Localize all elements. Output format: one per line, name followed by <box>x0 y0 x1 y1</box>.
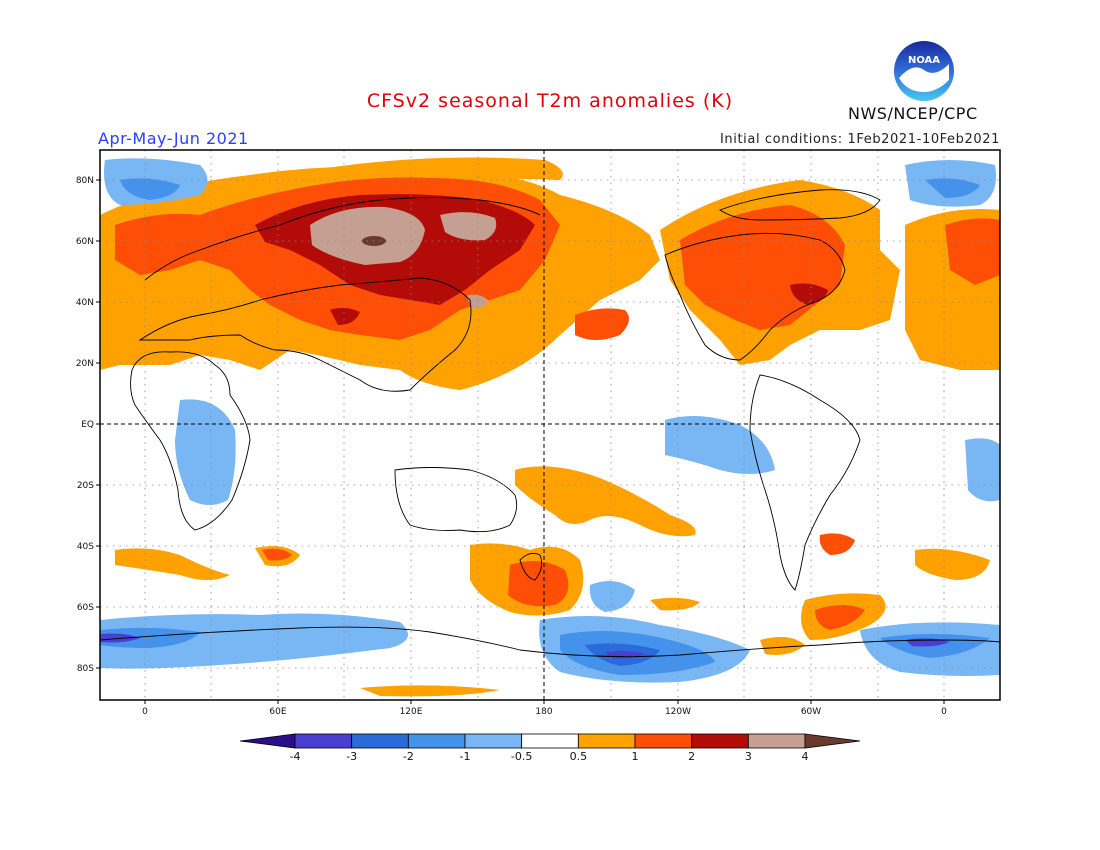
warm-anomaly-region <box>815 605 865 630</box>
colorbar-swatch <box>407 733 466 749</box>
warm-anomaly-region <box>515 466 696 537</box>
longitude-labels: 0 60E 120E 180 120W 60W 0 <box>142 700 947 717</box>
colorbar-level-label: -4 <box>290 750 301 763</box>
colorbar-swatch <box>464 733 523 749</box>
lon-tick-label: 0 <box>941 707 947 717</box>
colorbar-swatch <box>577 733 636 749</box>
cold-anomaly-region <box>120 178 180 200</box>
svg-text:NOAA: NOAA <box>908 55 940 66</box>
cold-anomaly-region <box>175 399 236 505</box>
colorbar-level-label: 1 <box>632 750 639 763</box>
lat-tick-label: 80N <box>76 176 94 186</box>
colorbar-swatch <box>634 733 693 749</box>
lat-tick-label: 80S <box>77 664 94 674</box>
colorbar-arrow-low <box>239 733 296 749</box>
colorbar-swatch <box>294 733 353 749</box>
lon-tick-label: 120E <box>400 707 423 717</box>
warm-anomaly-region <box>575 308 629 340</box>
warm-anomaly-region <box>360 685 500 697</box>
warm-anomaly-region <box>945 218 1000 285</box>
warm-anomaly-region <box>115 548 230 580</box>
coastlines <box>100 189 1000 658</box>
colorbar-arrow-high <box>804 733 861 749</box>
noaa-logo-icon: NOAA <box>894 41 954 101</box>
warm-anomaly-region <box>915 548 990 580</box>
lat-tick-label: 20S <box>77 481 94 491</box>
cold-anomaly-region <box>665 416 775 474</box>
colorbar-level-label: 4 <box>802 750 809 763</box>
graticule <box>100 150 1000 700</box>
warm-anomaly-region <box>819 533 855 555</box>
agency-label: NWS/NCEP/CPC <box>848 104 978 123</box>
latitude-labels: 80N 60N 40N 20N EQ 20S 40S 60S 80S <box>76 176 100 674</box>
warm-anomaly-region <box>790 283 828 305</box>
warm-anomaly-region <box>260 157 563 190</box>
lat-tick-label: 40N <box>76 298 94 308</box>
warm-anomaly-region <box>760 636 805 655</box>
map-frame <box>99 149 1001 701</box>
colorbar: -4 -3 -2 -1 -0.5 0.5 1 2 3 4 <box>239 733 861 763</box>
warm-anomaly-region <box>310 206 425 265</box>
colorbar-level-label: 2 <box>688 750 695 763</box>
lon-tick-label: 120W <box>665 707 691 717</box>
colorbar-level-label: -2 <box>403 750 414 763</box>
colorbar-level-label: 0.5 <box>570 750 588 763</box>
lat-tick-label: 20N <box>76 359 94 369</box>
chart-title: CFSv2 seasonal T2m anomalies (K) <box>366 90 734 112</box>
warm-anomaly-region <box>440 212 497 241</box>
lat-tick-label: EQ <box>81 420 94 430</box>
colorbar-level-label: -3 <box>346 750 357 763</box>
lon-tick-label: 60E <box>269 707 286 717</box>
lon-tick-label: 180 <box>535 707 552 717</box>
colorbar-level-label: 3 <box>745 750 752 763</box>
lat-tick-label: 40S <box>77 542 94 552</box>
colorbar-swatch <box>691 733 749 749</box>
warm-anomaly-region <box>330 307 360 325</box>
colorbar-level-label: -0.5 <box>511 750 532 763</box>
lon-tick-label: 60W <box>801 707 821 717</box>
colorbar-level-label: -1 <box>460 750 471 763</box>
lat-tick-label: 60S <box>77 603 94 613</box>
cold-anomaly-region <box>589 581 635 612</box>
warm-anomaly-region <box>466 294 488 309</box>
warm-anomaly-region <box>650 597 700 611</box>
warm-anomaly-region <box>262 548 292 561</box>
cold-anomaly-region <box>100 627 200 648</box>
cold-anomaly-region <box>965 438 1000 502</box>
colorbar-swatch <box>521 733 579 749</box>
lon-tick-label: 0 <box>142 707 148 717</box>
colorbar-swatch <box>747 733 806 749</box>
lat-tick-label: 60N <box>76 237 94 247</box>
anomaly-field <box>100 157 1000 697</box>
cold-anomaly-region <box>925 178 980 198</box>
forecast-period: Apr-May-Jun 2021 <box>98 129 249 148</box>
initial-conditions: Initial conditions: 1Feb2021-10Feb2021 <box>719 132 1000 147</box>
warm-anomaly-region <box>508 561 569 607</box>
colorbar-swatch <box>351 733 409 749</box>
